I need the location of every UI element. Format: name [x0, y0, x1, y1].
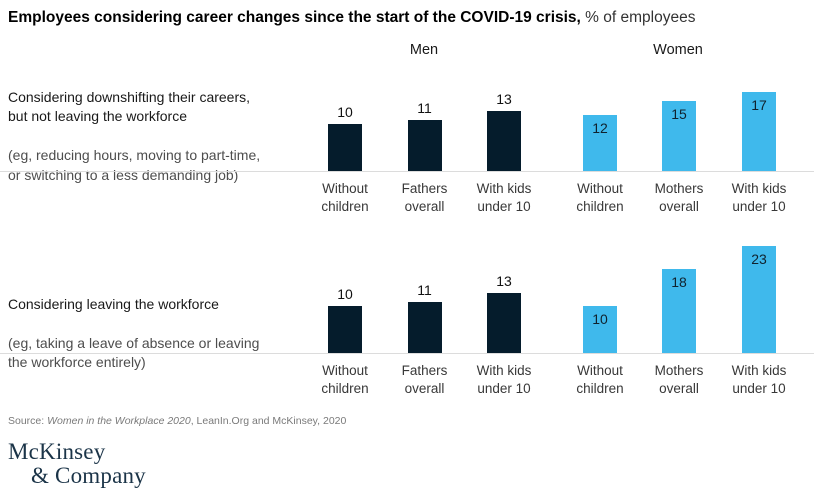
group-header-women: Women: [653, 42, 703, 58]
row-label-leaving-sub: (eg, taking a leave of absence or leavin…: [8, 334, 260, 371]
bar-men-with-kids-under-10-row2: [487, 293, 521, 353]
baseline-row-2: [0, 353, 814, 354]
source-report-title: Women in the Workplace 2020: [47, 415, 191, 427]
bar-men-fathers-overall-row2: [407, 302, 442, 353]
row-label-downshifting: Considering downshifting their careers, …: [8, 68, 318, 205]
bar-value-men-without-children-row1: 10: [337, 104, 353, 120]
source-prefix: Source:: [8, 415, 48, 427]
bar-value-men-fathers-overall-row2: 11: [417, 282, 432, 298]
bar-men-without-children-row2: [328, 306, 362, 353]
chart-title-unit: % of employees: [580, 9, 696, 26]
baseline-row-1: [0, 171, 814, 172]
category-label-women-without-children-row1: Without children: [576, 181, 624, 214]
bar-men-with-kids-under-10-row1: [487, 111, 521, 171]
bar-women-with-kids-under-10-row2: [742, 246, 776, 353]
category-label-men-without-children-row1: Without children: [321, 181, 369, 214]
row-label-leaving: Considering leaving the workforce (eg, t…: [8, 275, 318, 392]
logo-line-2: & Company: [31, 463, 146, 488]
bar-men-without-children-row1: [328, 124, 362, 171]
category-label-women-with-kids-under-10-row2: With kids under 10: [731, 363, 787, 396]
category-label-men-fathers-overall-row2: Fathers overall: [401, 363, 448, 396]
bar-men-fathers-overall-row1: [407, 120, 442, 171]
bar-value-women-with-kids-under-10-row1: 17: [751, 97, 767, 113]
category-label-men-without-children-row2: Without children: [321, 363, 369, 396]
row-label-downshifting-main: Considering downshifting their careers, …: [8, 88, 251, 125]
bar-value-men-without-children-row2: 10: [337, 286, 353, 302]
bar-value-women-with-kids-under-10-row2: 23: [751, 251, 767, 267]
bar-value-women-mothers-overall-row2: 18: [671, 274, 687, 290]
category-label-women-mothers-overall-row1: Mothers overall: [654, 181, 704, 214]
bar-women-mothers-overall-row1: [662, 101, 696, 171]
category-label-men-with-kids-under-10-row1: With kids under 10: [476, 181, 532, 214]
mckinsey-logo: McKinsey & Company: [8, 440, 146, 488]
bar-women-with-kids-under-10-row1: [742, 92, 776, 171]
bar-women-mothers-overall-row2: [662, 269, 696, 353]
row-label-downshifting-sub: (eg, reducing hours, moving to part-time…: [8, 147, 261, 183]
bar-value-women-mothers-overall-row1: 15: [671, 106, 687, 122]
group-header-men: Men: [409, 42, 439, 58]
bar-value-men-with-kids-under-10-row2: 13: [496, 273, 512, 289]
bar-women-without-children-row2: [583, 306, 617, 353]
bar-women-without-children-row1: [583, 115, 617, 171]
bar-value-women-without-children-row2: 10: [592, 311, 608, 327]
chart-title: Employees considering career changes sin…: [8, 9, 695, 27]
bar-value-men-fathers-overall-row1: 11: [417, 100, 432, 116]
bar-value-men-with-kids-under-10-row1: 13: [496, 91, 512, 107]
logo-line-1: McKinsey: [8, 439, 106, 464]
category-label-men-with-kids-under-10-row2: With kids under 10: [476, 363, 532, 396]
source-rest: , LeanIn.Org and McKinsey, 2020: [190, 415, 347, 427]
chart-title-main: Employees considering career changes sin…: [8, 9, 581, 26]
source-note: Source: Women in the Workplace 2020, Lea…: [8, 415, 346, 427]
category-label-women-with-kids-under-10-row1: With kids under 10: [731, 181, 787, 214]
bar-value-women-without-children-row1: 12: [592, 120, 608, 136]
category-label-women-without-children-row2: Without children: [576, 363, 624, 396]
row-label-leaving-main: Considering leaving the workforce: [8, 295, 219, 312]
category-label-men-fathers-overall-row1: Fathers overall: [401, 181, 448, 214]
category-label-women-mothers-overall-row2: Mothers overall: [654, 363, 704, 396]
